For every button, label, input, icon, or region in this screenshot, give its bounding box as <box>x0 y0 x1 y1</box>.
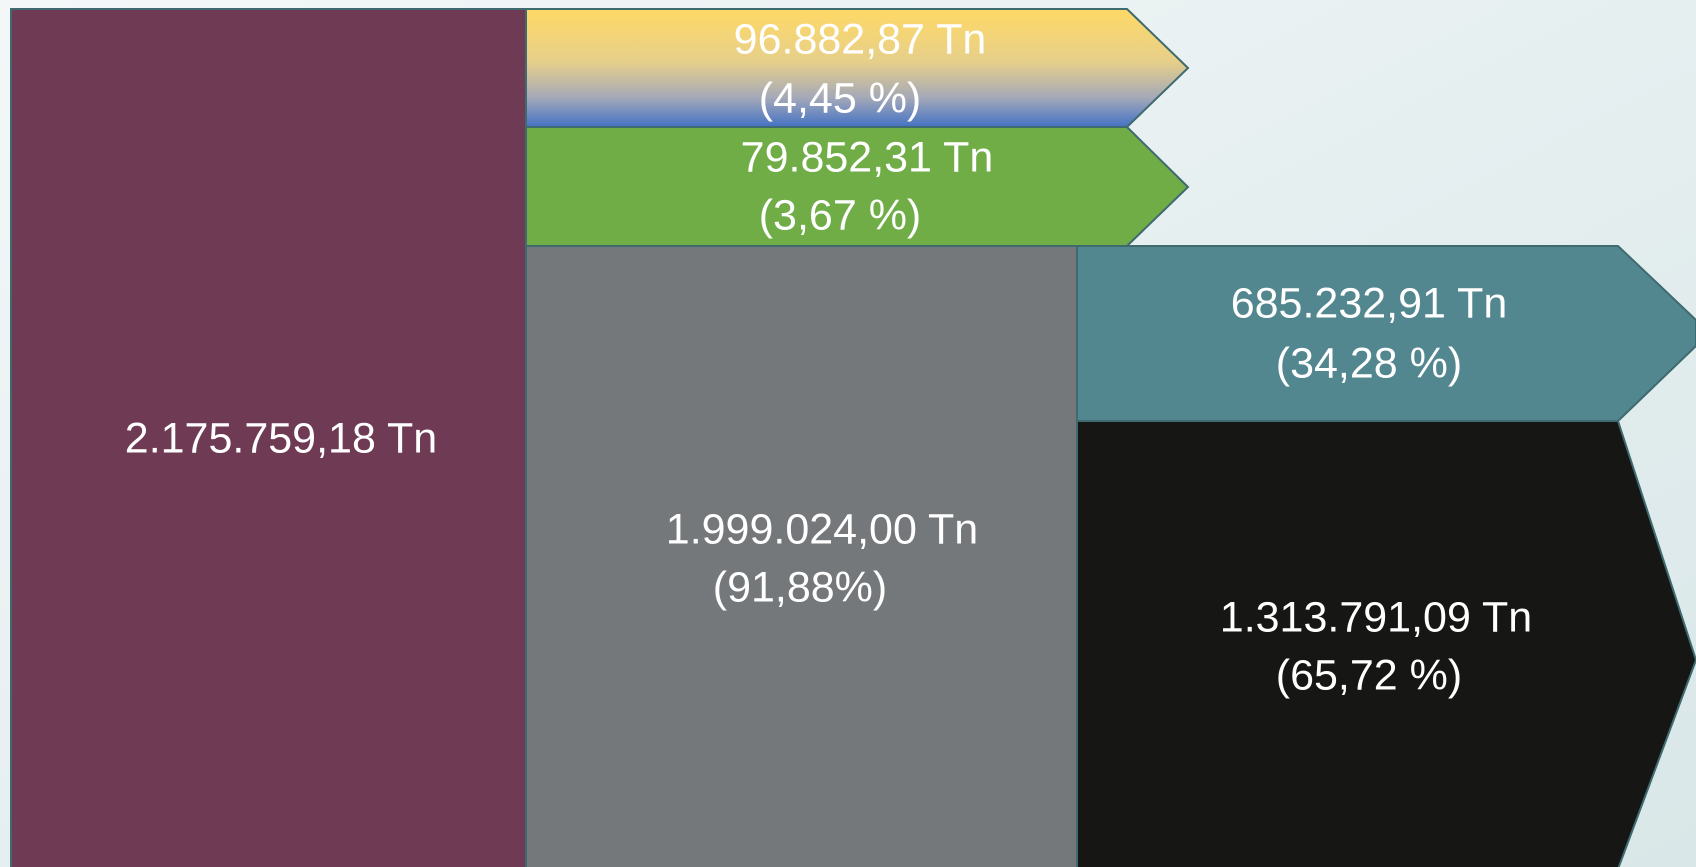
branch-arrow <box>1076 245 1696 422</box>
node-value: 1.999.024,00 Tn <box>666 505 978 553</box>
node-share: (34,28 %) <box>1276 339 1462 387</box>
node-share: (3,67 %) <box>759 191 922 239</box>
node-share: (65,72 %) <box>1276 651 1462 699</box>
node-share: (4,45 %) <box>759 74 922 122</box>
branch-arrow <box>525 126 1190 247</box>
node-value: 96.882,87 Tn <box>734 15 987 63</box>
node-value: 2.175.759,18 Tn <box>125 414 437 462</box>
total-block <box>10 8 527 867</box>
node-share: (91,88%) <box>713 563 887 611</box>
node-value: 685.232,91 Tn <box>1231 279 1508 327</box>
node-value: 1.313.791,09 Tn <box>1220 593 1532 641</box>
branch-arrow <box>1076 420 1696 867</box>
remainder-block <box>525 245 1078 867</box>
branch-arrow <box>525 8 1190 128</box>
node-value: 79.852,31 Tn <box>741 133 994 181</box>
